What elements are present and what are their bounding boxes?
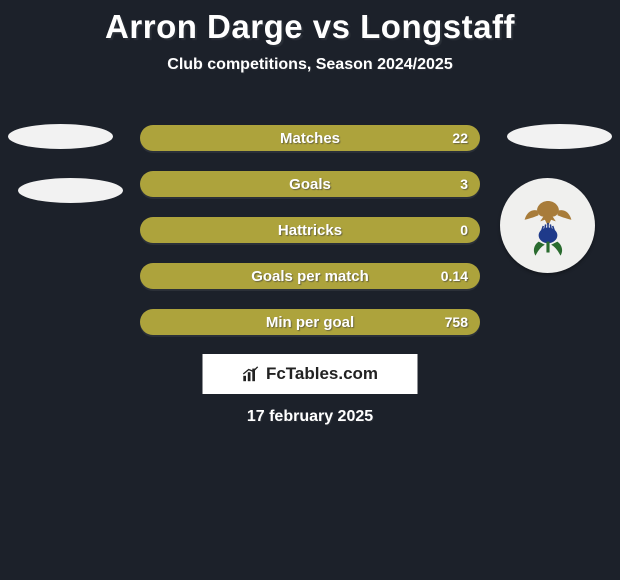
- watermark: FcTables.com: [203, 354, 418, 394]
- page-title: Arron Darge vs Longstaff: [0, 0, 620, 46]
- watermark-text: FcTables.com: [266, 364, 378, 384]
- left-avatar-placeholder-2: [18, 178, 123, 203]
- stat-value: 3: [460, 171, 468, 197]
- stat-label: Min per goal: [140, 309, 480, 335]
- stat-row: Hattricks 0: [140, 217, 480, 243]
- stat-label: Goals per match: [140, 263, 480, 289]
- stat-row: Goals 3: [140, 171, 480, 197]
- stat-row: Min per goal 758: [140, 309, 480, 335]
- date: 17 february 2025: [0, 408, 620, 426]
- right-avatar-placeholder: [507, 124, 612, 149]
- comparison-card: Arron Darge vs Longstaff Club competitio…: [0, 0, 620, 580]
- subtitle: Club competitions, Season 2024/2025: [0, 56, 620, 74]
- club-badge: [500, 178, 595, 273]
- stat-value: 22: [452, 125, 468, 151]
- stat-row: Goals per match 0.14: [140, 263, 480, 289]
- stat-label: Goals: [140, 171, 480, 197]
- stat-bars: Matches 22 Goals 3 Hattricks 0 Goals per…: [140, 125, 480, 355]
- stat-value: 0.14: [441, 263, 468, 289]
- club-crest-icon: [509, 187, 587, 265]
- left-avatar-placeholder-1: [8, 124, 113, 149]
- stat-value: 0: [460, 217, 468, 243]
- stat-label: Matches: [140, 125, 480, 151]
- stat-value: 758: [445, 309, 468, 335]
- chart-icon: [242, 365, 260, 383]
- stat-row: Matches 22: [140, 125, 480, 151]
- stat-label: Hattricks: [140, 217, 480, 243]
